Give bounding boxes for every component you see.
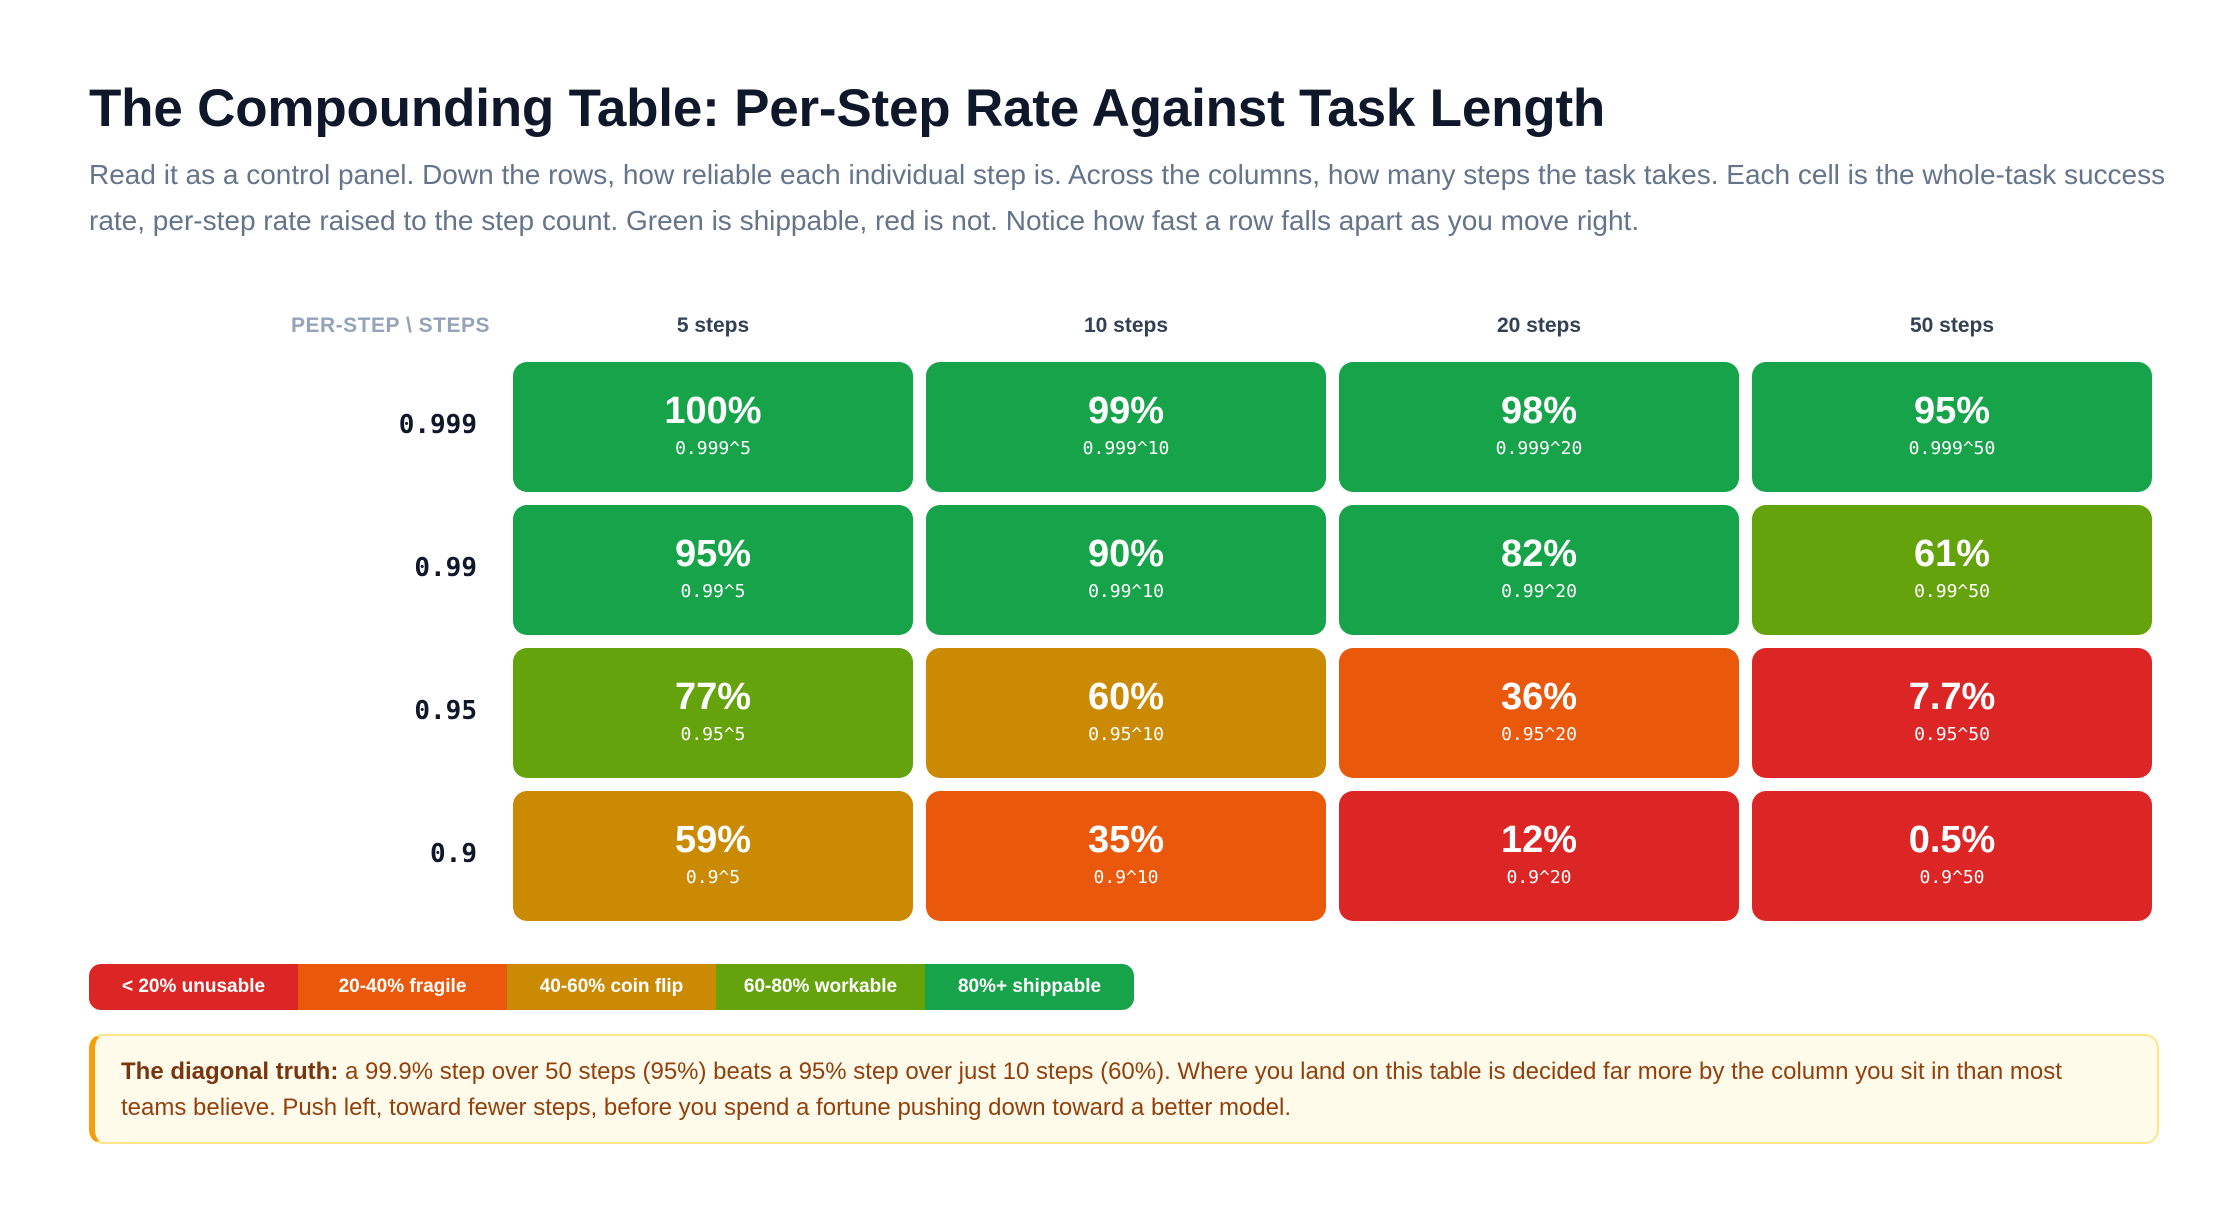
heatmap-cell: 95% 0.999^50: [1752, 362, 2152, 492]
cell-value: 59%: [674, 819, 752, 861]
cell-value: 60%: [1087, 676, 1165, 718]
callout-lead: The diagonal truth:: [121, 1058, 339, 1085]
cell-value: 35%: [1087, 819, 1165, 861]
cell-formula: 0.9^10: [1093, 867, 1159, 888]
legend-item-coinflip: 40-60% coin flip: [507, 964, 716, 1010]
legend-item-workable: 60-80% workable: [716, 964, 925, 1010]
cell-value: 90%: [1087, 533, 1165, 575]
cell-value: 82%: [1500, 533, 1578, 575]
heatmap-cell: 59% 0.9^5: [513, 791, 913, 921]
column-header: 10 steps: [1083, 314, 1169, 337]
cell-formula: 0.99^20: [1501, 581, 1577, 602]
legend: < 20% unusable 20-40% fragile 40-60% coin …: [89, 964, 1134, 1010]
heatmap-cell: 0.5% 0.9^50: [1752, 791, 2152, 921]
cell-value: 7.7%: [1908, 676, 1996, 718]
heatmap-cell: 99% 0.999^10: [926, 362, 1326, 492]
heatmap-cell: 98% 0.999^20: [1339, 362, 1739, 492]
cell-formula: 0.999^20: [1495, 438, 1583, 459]
cell-formula: 0.9^20: [1506, 867, 1572, 888]
heatmap-cell: 77% 0.95^5: [513, 648, 913, 778]
cell-formula: 0.95^5: [680, 724, 746, 745]
row-label: 0.99: [414, 553, 477, 583]
column-header: 5 steps: [676, 314, 750, 337]
legend-item-fragile: 20-40% fragile: [298, 964, 507, 1010]
cell-value: 36%: [1500, 676, 1578, 718]
cell-value: 61%: [1913, 533, 1991, 575]
heatmap-cell: 61% 0.99^50: [1752, 505, 2152, 635]
cell-formula: 0.95^20: [1501, 724, 1577, 745]
cell-formula: 0.99^50: [1914, 581, 1990, 602]
cell-value: 98%: [1500, 390, 1578, 432]
cell-formula: 0.9^50: [1919, 867, 1985, 888]
page-title: The Compounding Table: Per-Step Rate Aga…: [89, 79, 1606, 138]
callout-box: The diagonal truth: a 99.9% step over 50…: [89, 1034, 2159, 1144]
callout-text: a 99.9% step over 50 steps (95%) beats a…: [121, 1058, 2062, 1121]
cell-formula: 0.95^10: [1088, 724, 1164, 745]
cell-value: 77%: [674, 676, 752, 718]
cell-formula: 0.99^5: [680, 581, 746, 602]
heatmap-cell: 60% 0.95^10: [926, 648, 1326, 778]
row-label: 0.999: [398, 410, 477, 440]
cell-value: 95%: [674, 533, 752, 575]
legend-item-shippable: 80%+ shippable: [925, 964, 1134, 1010]
cell-value: 100%: [664, 390, 762, 432]
cell-value: 95%: [1913, 390, 1991, 432]
heatmap-cell: 36% 0.95^20: [1339, 648, 1739, 778]
cell-value: 12%: [1500, 819, 1578, 861]
cell-value: 0.5%: [1908, 819, 1996, 861]
heatmap-cell: 7.7% 0.95^50: [1752, 648, 2152, 778]
cell-formula: 0.99^10: [1088, 581, 1164, 602]
column-header: 50 steps: [1909, 314, 1995, 337]
heatmap-cell: 90% 0.99^10: [926, 505, 1326, 635]
row-label: 0.95: [414, 696, 477, 726]
cell-formula: 0.999^10: [1082, 438, 1170, 459]
heatmap-cell: 82% 0.99^20: [1339, 505, 1739, 635]
page-subtitle: Read it as a control panel. Down the row…: [89, 159, 2166, 236]
column-header: 20 steps: [1496, 314, 1582, 337]
cell-formula: 0.999^50: [1908, 438, 1996, 459]
cell-formula: 0.999^5: [675, 438, 751, 459]
legend-item-unusable: < 20% unusable: [89, 964, 298, 1010]
cell-value: 99%: [1087, 390, 1165, 432]
heatmap-cell: 100% 0.999^5: [513, 362, 913, 492]
heatmap-cell: 95% 0.99^5: [513, 505, 913, 635]
heatmap-cell: 12% 0.9^20: [1339, 791, 1739, 921]
cell-formula: 0.95^50: [1914, 724, 1990, 745]
row-label: 0.9: [430, 839, 477, 869]
corner-label: PER-STEP \ STEPS: [291, 314, 490, 337]
cell-formula: 0.9^5: [685, 867, 741, 888]
heatmap-cell: 35% 0.9^10: [926, 791, 1326, 921]
